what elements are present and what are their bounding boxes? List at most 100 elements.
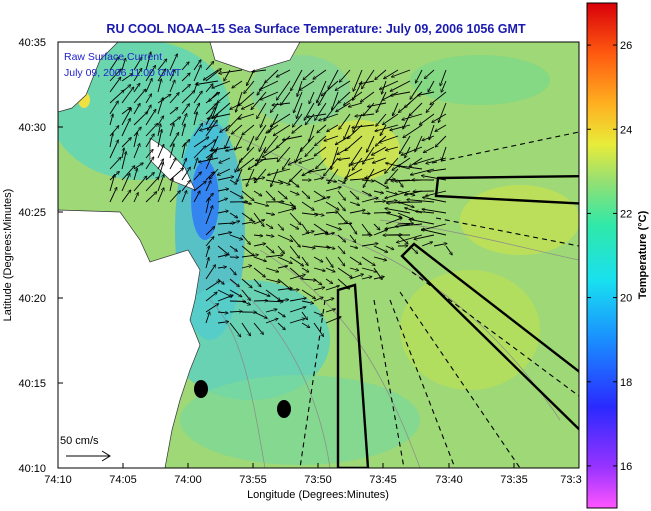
current-vector [217,255,228,258]
current-vector [253,212,264,227]
current-vector [314,146,327,156]
current-vector [343,91,363,105]
current-vector [365,168,387,178]
current-vector [145,78,152,93]
current-vector [217,267,226,268]
current-vector [289,190,299,195]
current-vector [205,312,210,324]
current-vector [253,256,266,261]
current-vector [276,69,291,77]
current-vector [432,113,447,123]
current-vector [316,157,327,169]
current-vector [307,113,327,117]
current-vector [193,60,201,71]
current-vector [289,234,300,247]
current-vector [181,191,187,203]
current-vector [247,135,255,151]
current-vector [373,245,388,252]
current-vector [217,312,228,313]
current-vector [205,120,217,137]
current-vector [121,152,126,170]
current-vector [373,229,388,236]
current-vector [229,212,238,218]
current-vector [419,113,435,125]
current-vector [145,109,156,126]
current-vector [121,173,130,192]
current-vector [325,256,333,268]
current-vector [217,177,234,181]
current-vector [200,124,219,131]
current-vector [272,102,291,105]
current-vector [410,80,423,99]
current-vector [109,77,121,93]
current-vector [205,107,215,126]
current-vector [339,69,351,82]
current-vector [277,146,291,162]
current-vector [349,234,356,243]
current-vector [318,91,327,106]
current-vector [109,157,121,170]
current-vector [241,266,252,269]
current-vector [205,227,215,236]
current-vector [193,158,198,170]
current-vector [207,113,231,119]
current-vector [435,124,447,132]
current-vector [421,223,447,230]
current-vector [379,135,399,143]
current-vector [109,69,121,82]
current-vector [313,245,330,248]
current-vector [301,231,314,236]
current-vector [277,190,287,199]
colorbar [586,2,618,509]
current-vector [349,267,359,271]
current-vector [433,243,447,247]
current-vector [277,209,295,214]
current-vector [193,65,201,82]
current-vector [251,91,267,110]
current-vector [289,256,304,266]
current-vector [402,113,423,120]
current-vector [421,242,433,247]
current-vector [265,223,273,229]
current-vector [361,223,370,235]
current-vector [145,157,154,170]
current-vector [299,80,315,90]
current-vector [349,201,360,205]
current-vector [229,289,242,297]
current-vector [328,168,339,184]
current-vector [264,135,279,153]
current-vector [205,61,214,71]
current-vector [169,191,180,203]
current-vector [265,319,278,324]
current-vector [169,158,176,170]
current-vector [205,206,213,225]
current-vector [337,179,345,183]
legend-line-1: Raw Surface Current [64,51,162,63]
current-vector [242,124,255,135]
x-tick-marks [57,463,515,468]
current-vector [289,298,306,302]
current-vector [417,91,435,96]
current-vector [265,245,274,253]
current-vector [313,69,327,79]
current-vector [414,157,435,164]
current-vector [277,256,292,264]
current-vector [246,168,255,187]
current-vector [337,256,345,266]
current-vector [265,213,275,215]
current-vector [239,146,255,163]
y-tick-labels: 40:35 40:30 40:25 40:20 40:15 40:10 [18,37,46,475]
current-vector [257,102,267,119]
current-vector [337,245,345,254]
current-vector [399,135,411,154]
current-vector [217,168,231,175]
current-vector [265,267,279,272]
current-vector [133,103,140,115]
colorbar-tick-label: 22 [620,208,632,220]
current-vector [349,223,357,234]
current-vector [349,256,361,265]
current-vector [293,91,303,113]
current-vector [133,132,137,148]
current-vector [301,201,314,210]
x-tick-label: 74:05 [109,474,137,486]
